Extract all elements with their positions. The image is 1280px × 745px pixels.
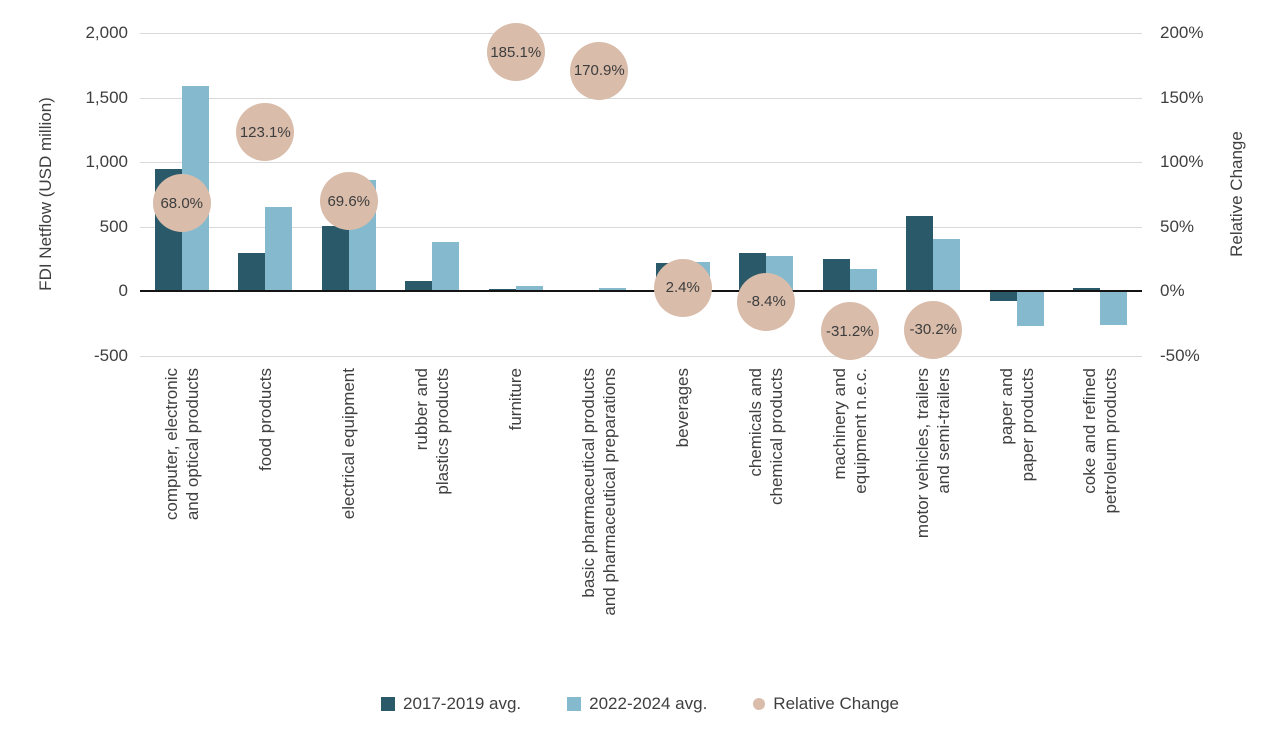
legend-square-marker-2022-2024 — [567, 697, 582, 711]
left-axis-tick-label: 1,500 — [85, 87, 128, 107]
relative-change-bubble: 68.0% — [152, 174, 211, 233]
left-axis-tick-label: 500 — [99, 216, 128, 236]
legend-item-2017-2019-avg: 2017-2019 avg. — [380, 694, 522, 714]
x-axis-label: beverages — [673, 368, 693, 448]
x-axis-label: furniture — [506, 368, 526, 431]
right-axis-tick-label: 100% — [1160, 152, 1204, 171]
right-axis-tick-label: 200% — [1160, 23, 1204, 42]
gridline — [140, 355, 1142, 357]
left-axis-tick-label: 1,000 — [85, 152, 128, 171]
right-axis-tick-label: 0% — [1160, 281, 1185, 300]
bar-2022-2024-avg — [1100, 291, 1128, 326]
left-axis-tick-label: 2,000 — [85, 23, 128, 42]
x-axis-label: basic pharmaceutical products and pharma… — [579, 368, 620, 616]
relative-change-bubble: 185.1% — [486, 23, 545, 82]
legend-item-2022-2024-avg: 2022-2024 avg. — [567, 694, 707, 714]
bar-2022-2024-avg — [849, 268, 877, 291]
bar-2017-2019-avg — [989, 291, 1017, 301]
legend-label: 2017-2019 avg. — [402, 694, 522, 713]
right-axis-tick-label: 50% — [1160, 216, 1195, 236]
relative-change-bubble: -31.2% — [820, 302, 879, 361]
legend-label: Relative Change — [773, 694, 899, 713]
legend-label: 2022-2024 avg. — [589, 694, 708, 713]
right-axis-tick-label: 150% — [1160, 87, 1204, 107]
relative-change-bubble: 2.4% — [653, 258, 712, 317]
bar-2022-2024-avg — [933, 238, 961, 291]
bar-2022-2024-avg — [1016, 291, 1044, 327]
legend-square-marker-2017-2019 — [380, 697, 395, 711]
bar-2022-2024-avg — [515, 285, 543, 291]
bar-2017-2019-avg — [822, 258, 850, 291]
bar-2022-2024-avg — [432, 241, 460, 291]
left-axis-tick-label: -500 — [93, 345, 128, 365]
right-axis-title: Relative Change — [1227, 131, 1246, 257]
legend-circle-marker-relative-change — [753, 698, 766, 710]
bar-2017-2019-avg — [906, 215, 934, 291]
gridline — [140, 162, 1142, 163]
relative-change-bubble: -30.2% — [904, 300, 963, 359]
legend: 2017-2019 avg. 2022-2024 avg. Relative C… — [0, 694, 1280, 714]
x-axis-label: paper and paper products — [996, 368, 1037, 482]
zero-axis-line — [140, 290, 1142, 292]
bar-2022-2024-avg — [265, 207, 293, 291]
bar-2017-2019-avg — [321, 225, 349, 291]
x-axis-label: motor vehicles, trailers and semi-traile… — [913, 368, 954, 539]
legend-item-relative-change: Relative Change — [753, 694, 899, 714]
relative-change-bubble: 123.1% — [236, 103, 295, 162]
left-axis-title: FDI Netflow (USD million) — [36, 97, 55, 291]
right-axis-tick-label: -50% — [1160, 345, 1200, 365]
x-axis-label: chemicals and chemical products — [746, 368, 787, 506]
x-axis-label: food products — [255, 368, 275, 472]
bar-2017-2019-avg — [238, 253, 266, 291]
relative-change-bubble: 69.6% — [319, 172, 378, 231]
bar-2017-2019-avg — [405, 281, 433, 291]
gridline — [140, 97, 1142, 99]
x-axis-label: coke and refined petroleum products — [1080, 368, 1121, 514]
left-axis-tick-label: 0 — [118, 281, 128, 300]
relative-change-bubble: -8.4% — [737, 272, 796, 331]
x-axis-label: machinery and equipment n.e.c. — [829, 368, 870, 494]
relative-change-bubble: 170.9% — [570, 41, 629, 100]
x-axis-label: electrical equipment — [339, 368, 359, 520]
bar-2017-2019-avg — [1073, 287, 1101, 291]
gridline — [140, 226, 1142, 228]
bar-2022-2024-avg — [599, 287, 627, 291]
x-axis-label: computer, electronic and optical product… — [161, 368, 202, 521]
x-axis-label: rubber and plastics products — [412, 368, 453, 495]
gridline — [140, 33, 1142, 34]
